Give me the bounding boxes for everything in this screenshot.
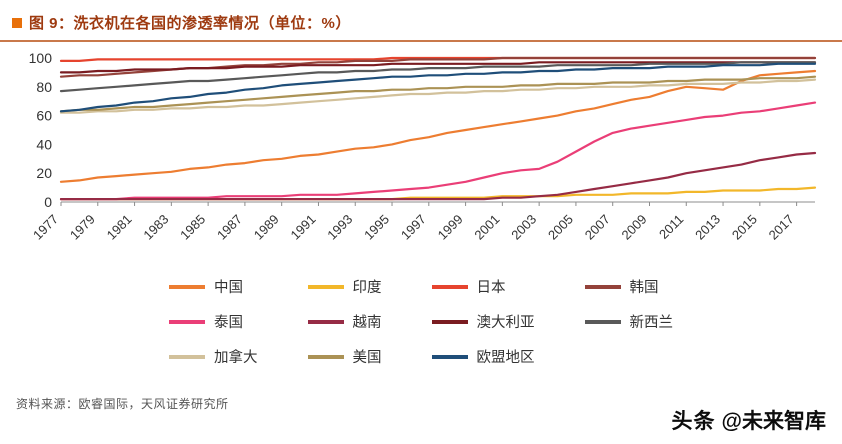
legend-label-usa: 美国	[352, 350, 382, 366]
x-tick-label: 2005	[545, 212, 576, 243]
x-tick-label: 2015	[729, 212, 760, 243]
legend-item-india: 印度	[307, 276, 382, 297]
x-tick-label: 1991	[288, 212, 319, 243]
y-tick-label: 60	[36, 108, 52, 124]
legend-label-australia: 澳大利亚	[476, 315, 535, 331]
x-tick-label: 1995	[361, 212, 392, 243]
x-tick-label: 2011	[656, 212, 686, 242]
legend-swatch-new-zealand	[584, 319, 621, 324]
x-tick-label: 2003	[508, 212, 539, 243]
series-line-australia	[59, 61, 817, 74]
legend-swatch-australia	[431, 319, 468, 324]
series-line-canada	[59, 78, 817, 114]
toutiao-logo: 头条	[671, 410, 716, 433]
series-line-usa	[59, 75, 817, 113]
legend-swatch-korea	[584, 284, 621, 289]
legend-item-korea: 韩国	[584, 276, 674, 297]
series-line-thailand	[59, 101, 817, 201]
source-text: 资料来源：欧睿国际，天风证券研究所	[16, 397, 229, 411]
legend-swatch-china	[169, 284, 205, 289]
series-line-new-zealand	[59, 61, 817, 93]
header-divider	[0, 40, 842, 42]
chart-legend: 中国 印度 日本 韩国泰国 越南 澳大利亚 新西兰加拿大 美国 欧盟地区	[169, 276, 673, 367]
figure-title: 图 9：洗衣机在各国的渗透率情况（单位：%）	[29, 15, 351, 32]
x-tick-label: 1985	[177, 212, 208, 243]
legend-label-japan: 日本	[476, 280, 506, 296]
legend-label-eu: 欧盟地区	[476, 350, 535, 366]
legend-item-new-zealand: 新西兰	[584, 311, 674, 332]
chart-area: 0 20 40 60 80 100 1977 1979 1981 1983 1985 1987 1989…	[0, 42, 842, 262]
x-tick-label: 1993	[324, 212, 355, 243]
x-tick-label: 1983	[140, 212, 171, 243]
x-tick-label: 1981	[104, 212, 135, 243]
legend-label-korea: 韩国	[629, 280, 659, 296]
series-line-eu	[59, 62, 817, 113]
legend-label-thailand: 泰国	[214, 315, 243, 331]
legend-item-usa: 美国	[307, 346, 382, 367]
y-tick-label: 0	[44, 194, 52, 210]
x-tick-label: 1977	[30, 212, 61, 243]
legend-swatch-eu	[431, 354, 468, 359]
legend-label-india: 印度	[352, 280, 382, 296]
x-tick-label: 1997	[398, 212, 429, 243]
y-tick-label: 20	[36, 165, 52, 181]
legend-label-vietnam: 越南	[352, 315, 382, 331]
legend-item-australia: 澳大利亚	[431, 311, 535, 332]
x-tick-label: 2001	[471, 212, 502, 243]
legend-label-new-zealand: 新西兰	[629, 315, 674, 331]
legend-item-japan: 日本	[431, 276, 535, 297]
x-tick-label: 1999	[435, 212, 466, 243]
x-tick-label: 2017	[766, 212, 797, 243]
x-tick-label: 2009	[619, 212, 650, 243]
legend-swatch-india	[307, 284, 344, 289]
legend-item-eu: 欧盟地区	[431, 346, 535, 367]
legend-item-canada: 加拿大	[169, 346, 258, 367]
watermark-text: 头条 @未来智库	[672, 405, 826, 435]
series-line-china	[59, 69, 817, 183]
figure-header: 图 9：洗衣机在各国的渗透率情况（单位：%）	[0, 0, 842, 40]
x-tick-label: 1989	[251, 212, 282, 243]
y-tick-label: 40	[36, 136, 52, 152]
x-tick-label: 2007	[582, 212, 613, 243]
penetration-line-chart: 0 20 40 60 80 100 1977 1979 1981 1983 1985 1987 1989…	[29, 50, 817, 243]
legend-label-canada: 加拿大	[214, 350, 258, 366]
legend-swatch-canada	[169, 354, 205, 359]
y-tick-label: 80	[36, 79, 52, 95]
legend-swatch-japan	[431, 284, 468, 289]
legend-item-thailand: 泰国	[169, 311, 258, 332]
y-tick-label: 100	[29, 50, 53, 66]
legend-item-vietnam: 越南	[307, 311, 382, 332]
legend-swatch-usa	[307, 354, 344, 359]
legend-label-china: 中国	[214, 280, 243, 296]
x-tick-label: 1979	[67, 212, 98, 243]
series-line-vietnam	[59, 151, 817, 201]
watermark-handle: @未来智库	[721, 410, 826, 433]
legend-swatch-thailand	[169, 319, 205, 324]
x-tick-label: 2013	[692, 212, 723, 243]
title-bullet-icon	[12, 17, 22, 28]
x-tick-label: 1987	[214, 212, 245, 243]
legend-swatch-vietnam	[307, 319, 344, 324]
legend-item-china: 中国	[169, 276, 258, 297]
